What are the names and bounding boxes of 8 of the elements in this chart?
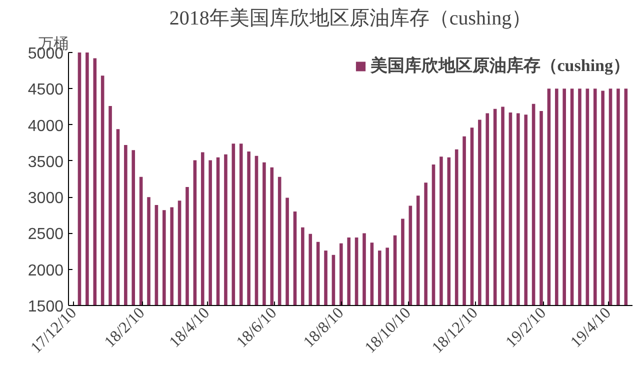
y-tick-label: 2000 [28, 262, 64, 280]
chart-title: 2018年美国库欣地区原油库存（cushing） [169, 6, 532, 30]
y-tick-label: 4500 [28, 82, 64, 99]
legend-label: 美国库欣地区原油库存（cushing） [370, 55, 630, 77]
y-tick-label: 2500 [28, 226, 64, 244]
y-tick-label: 3000 [28, 190, 64, 208]
y-tick-label: 4000 [28, 118, 64, 135]
y-tick-label: 3500 [28, 154, 64, 171]
